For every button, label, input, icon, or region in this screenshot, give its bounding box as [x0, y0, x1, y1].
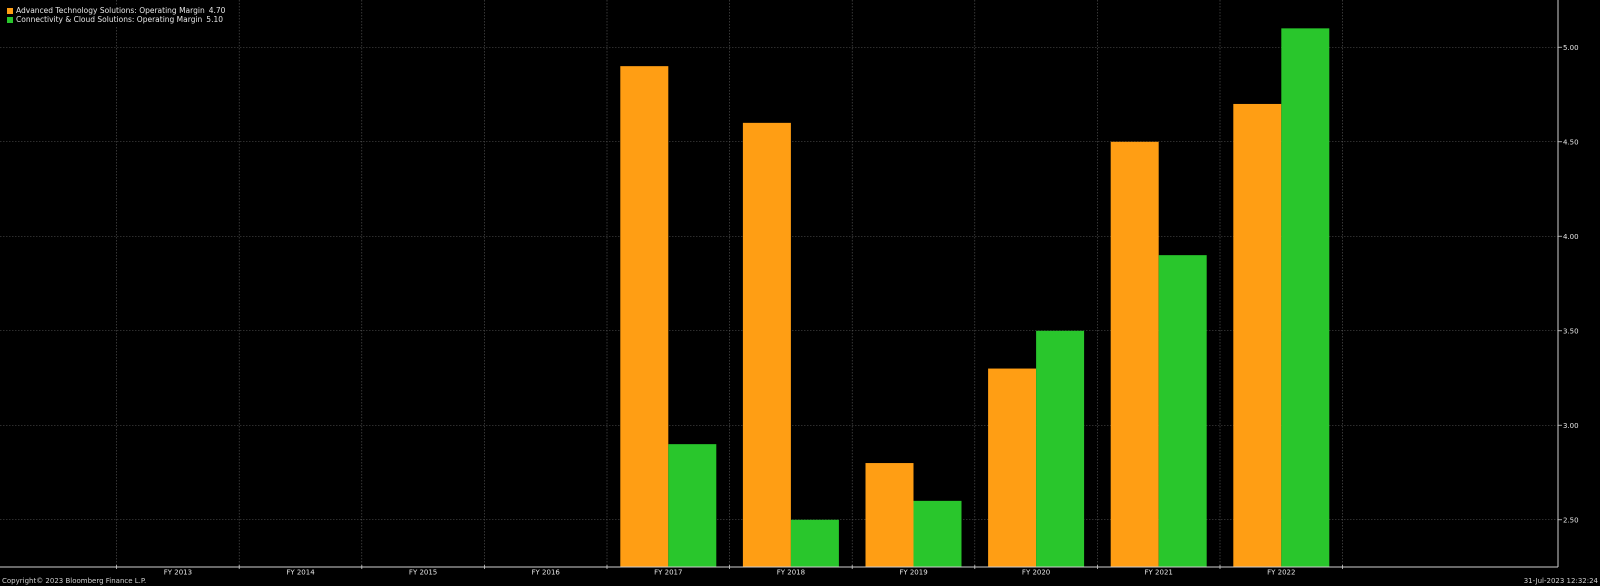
y-tick-label: 4.00	[1563, 233, 1579, 241]
x-tick-label: FY 2015	[409, 569, 437, 577]
legend-label-ats: Advanced Technology Solutions: Operating…	[16, 6, 205, 15]
x-tick-label: FY 2018	[777, 569, 805, 577]
x-tick-label: FY 2017	[654, 569, 682, 577]
bar-ccs-fy-2021	[1158, 255, 1207, 567]
bar-ats-fy-2020	[988, 368, 1037, 567]
bar-ccs-fy-2017	[668, 444, 717, 567]
bar-ccs-fy-2020	[1036, 330, 1085, 567]
bar-ats-fy-2019	[865, 463, 914, 567]
legend-item-ccs: Connectivity & Cloud Solutions: Operatin…	[7, 15, 225, 24]
x-tick-label: FY 2016	[532, 569, 561, 577]
copyright-text: Copyright© 2023 Bloomberg Finance L.P.	[2, 577, 147, 585]
legend-swatch-ats	[7, 7, 13, 14]
legend: Advanced Technology Solutions: Operating…	[6, 5, 230, 26]
legend-swatch-ccs	[7, 16, 13, 23]
y-tick-label: 4.50	[1563, 138, 1579, 146]
bar-ats-fy-2021	[1110, 141, 1159, 567]
legend-value-ats: 4.70	[208, 6, 226, 15]
legend-item-ats: Advanced Technology Solutions: Operating…	[7, 6, 225, 15]
bar-ccs-fy-2019	[913, 500, 962, 567]
bar-ats-fy-2018	[742, 122, 791, 567]
bar-ccs-fy-2018	[790, 519, 839, 567]
legend-value-ccs: 5.10	[206, 15, 223, 24]
bar-ats-fy-2022	[1233, 103, 1282, 567]
bar-ccs-fy-2022	[1281, 28, 1330, 568]
timestamp-text: 31-Jul-2023 12:32:24	[1523, 577, 1598, 585]
y-tick-label: 2.50	[1563, 516, 1579, 524]
x-tick-label: FY 2019	[899, 569, 927, 577]
y-tick-label: 3.00	[1563, 422, 1579, 430]
y-tick-label: 3.50	[1563, 327, 1579, 335]
x-tick-label: FY 2021	[1145, 569, 1173, 577]
x-tick-label: FY 2014	[286, 569, 315, 577]
legend-label-ccs: Connectivity & Cloud Solutions: Operatin…	[16, 15, 203, 24]
x-tick-label: FY 2022	[1267, 569, 1295, 577]
bar-ats-fy-2017	[620, 66, 669, 568]
x-tick-label: FY 2013	[164, 569, 192, 577]
y-tick-label: 5.00	[1563, 44, 1579, 52]
x-tick-label: FY 2020	[1022, 569, 1050, 577]
